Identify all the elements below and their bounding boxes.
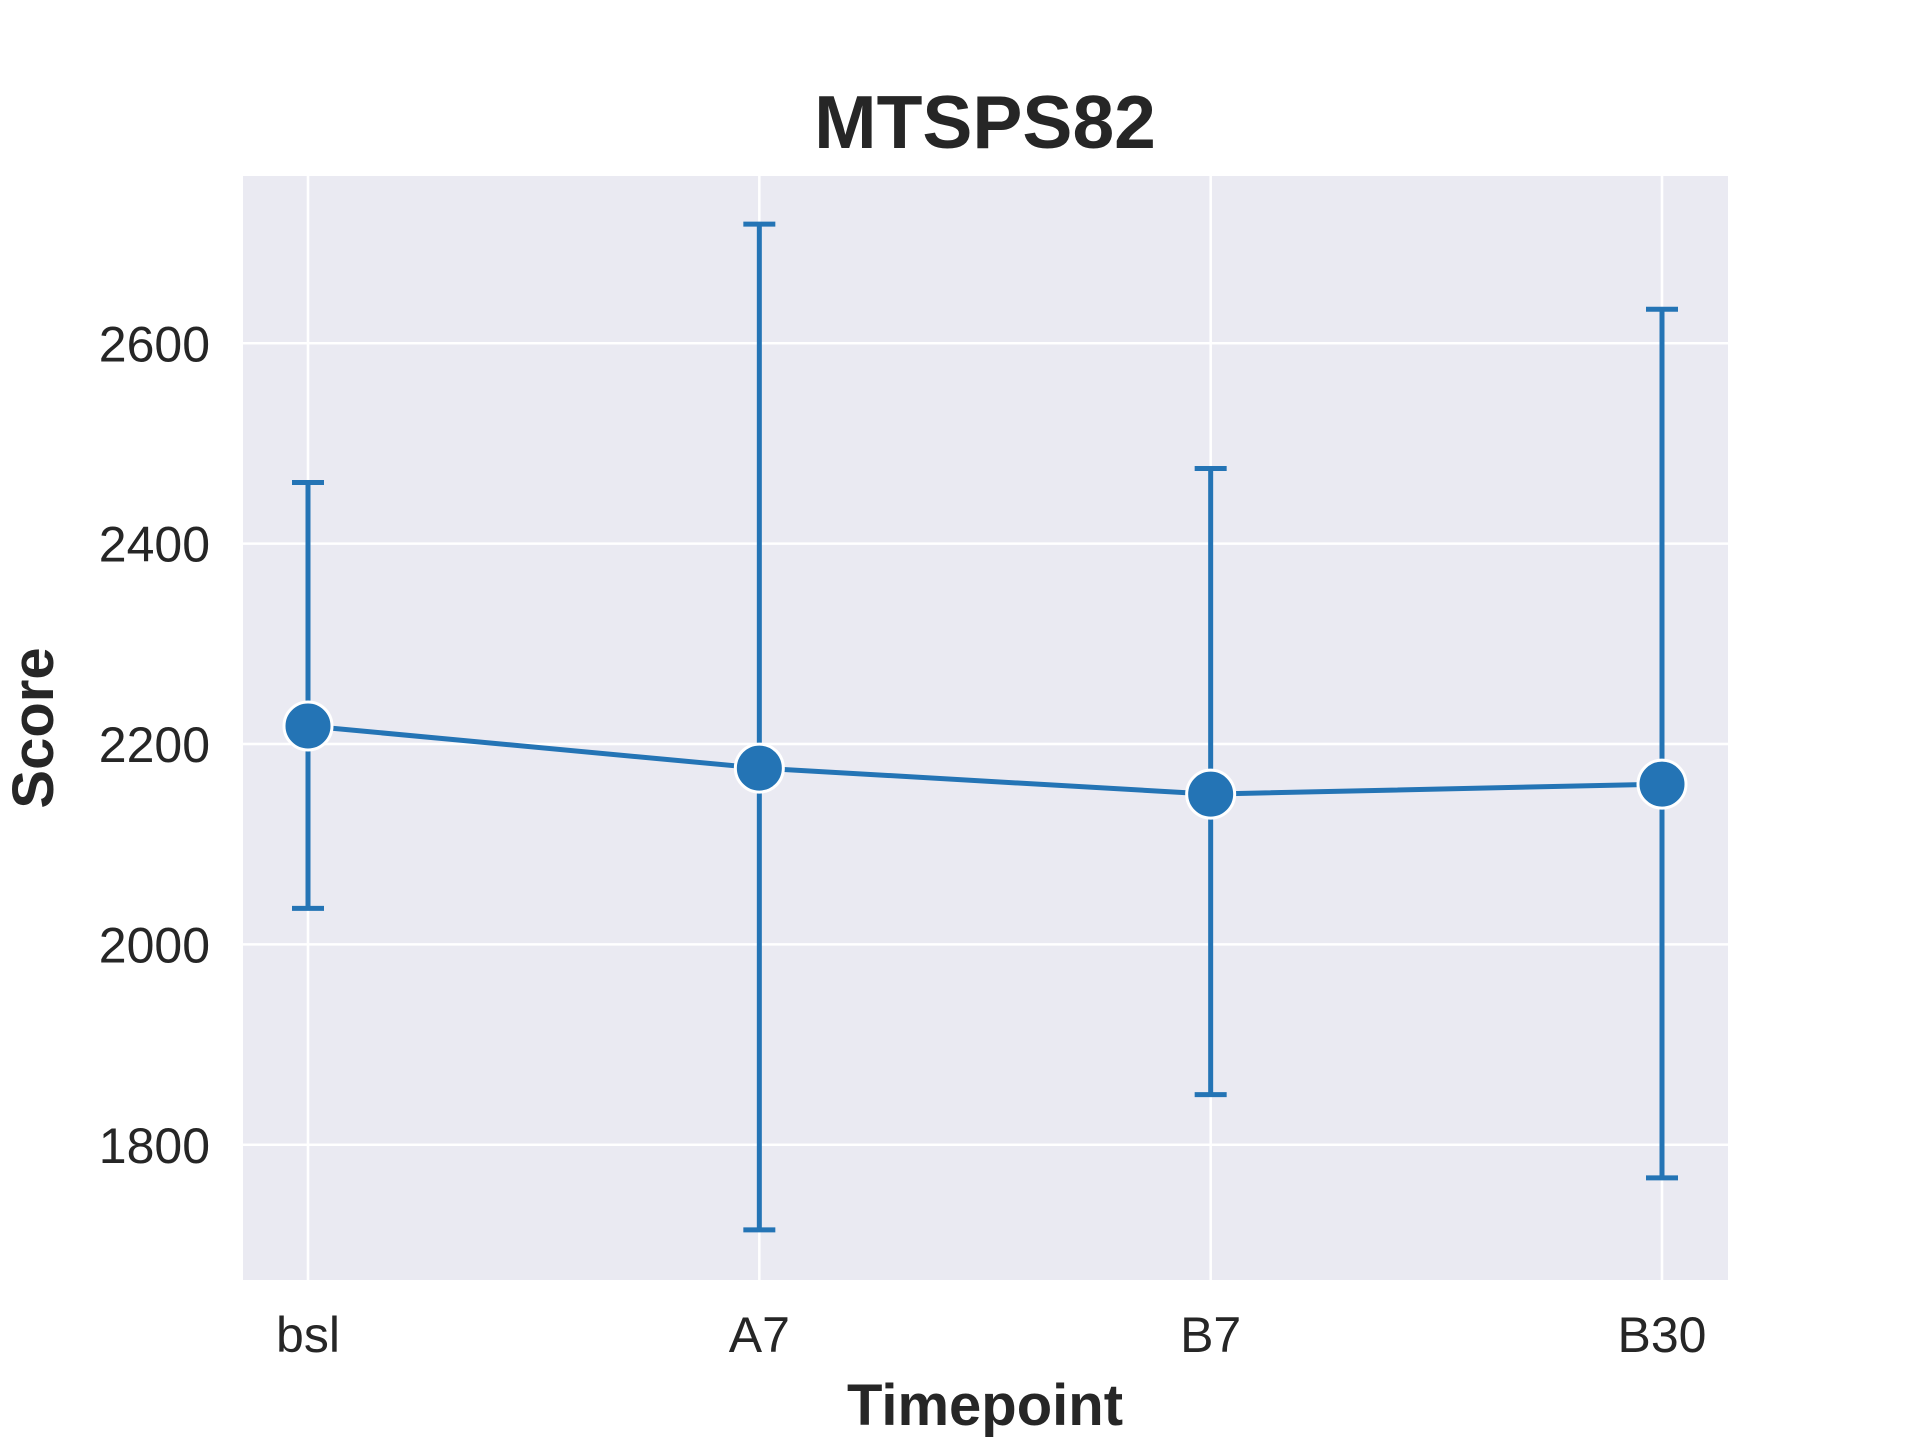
y-tick-label: 1800 xyxy=(99,1118,210,1174)
x-tick-label: A7 xyxy=(729,1307,790,1363)
y-tick-label: 2200 xyxy=(99,717,210,773)
data-point xyxy=(1185,768,1237,820)
y-tick-label: 2400 xyxy=(99,517,210,573)
data-point xyxy=(733,742,785,794)
x-tick-label: bsl xyxy=(276,1307,340,1363)
data-point xyxy=(1636,758,1688,810)
y-tick-label: 2000 xyxy=(99,917,210,973)
plot-area xyxy=(243,176,1728,1280)
x-tick-label: B30 xyxy=(1618,1307,1707,1363)
x-tick-label: B7 xyxy=(1180,1307,1241,1363)
chart-title: MTSPS82 xyxy=(814,80,1156,164)
series-layer xyxy=(282,221,1688,1233)
y-axis-label: Score xyxy=(1,647,66,808)
tick-labels: 1800 2000 2200 2400 2600 bsl A7 B7 B30 xyxy=(99,316,1707,1363)
series-line xyxy=(307,723,1663,797)
data-point xyxy=(282,700,334,752)
y-tick-label: 2600 xyxy=(99,316,210,372)
x-axis-label: Timepoint xyxy=(847,1373,1123,1438)
